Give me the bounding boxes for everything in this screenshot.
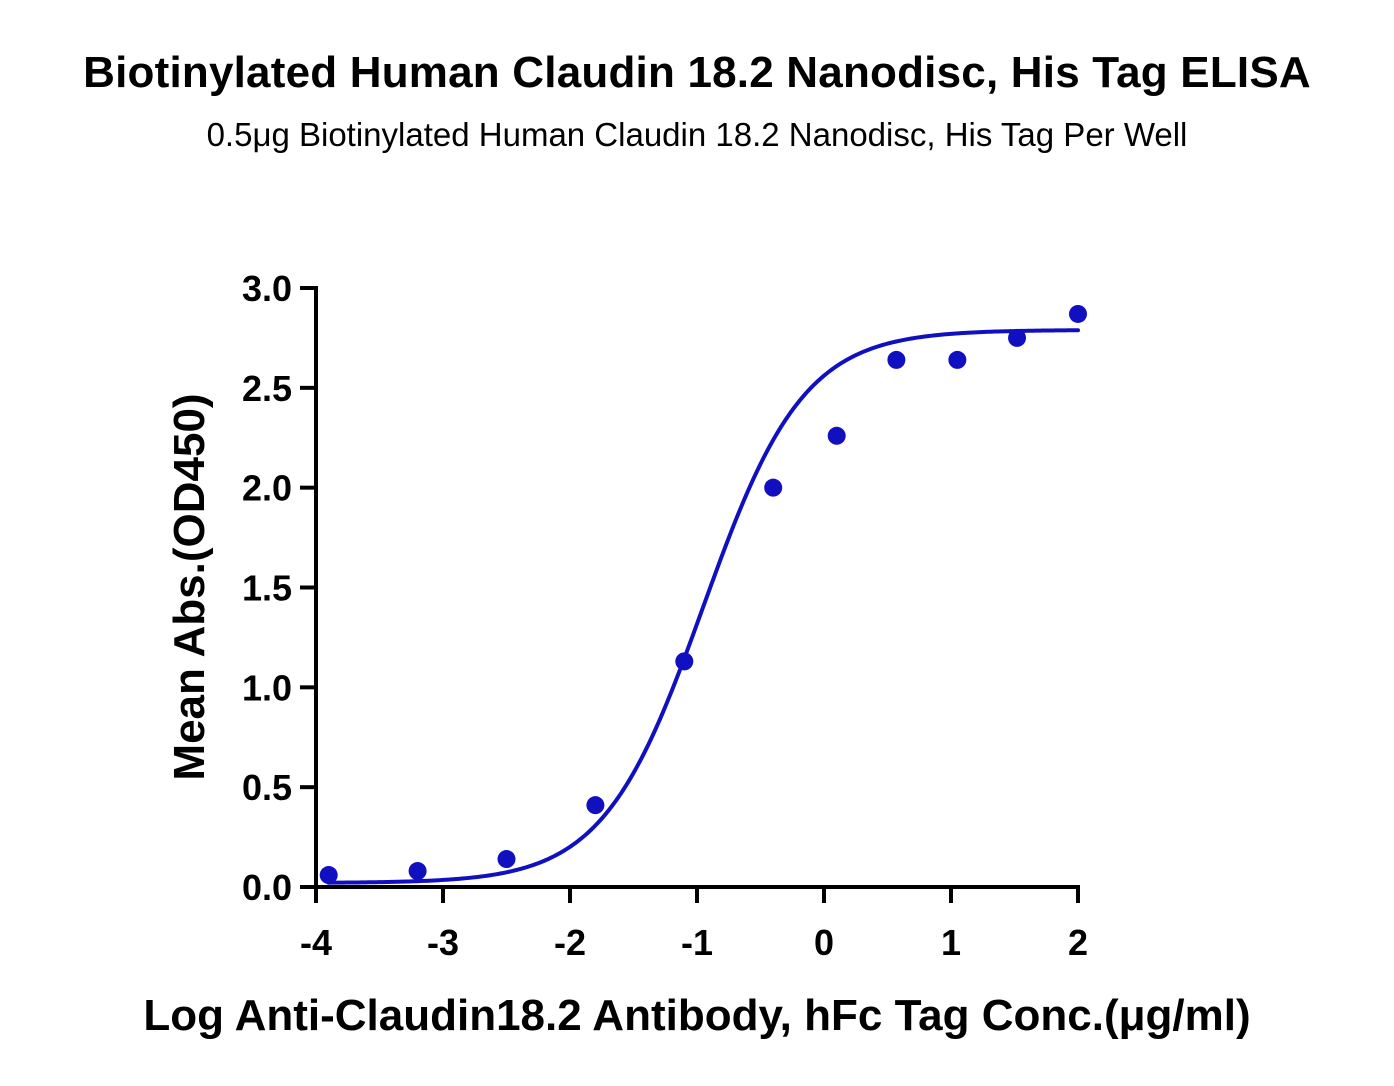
- data-point: [408, 862, 427, 881]
- fit-curve: [326, 328, 1080, 885]
- data-point: [319, 866, 338, 885]
- y-axis-label: Mean Abs.(OD450): [165, 393, 214, 780]
- y-tick-label: 0.0: [242, 867, 292, 908]
- y-tick-label: 2.5: [242, 368, 292, 409]
- data-point: [827, 426, 846, 445]
- y-tick-label: 3.0: [242, 268, 292, 309]
- x-tick-label: 1: [941, 922, 961, 963]
- y-tick-label: 1.0: [242, 667, 292, 708]
- chart-title: Biotinylated Human Claudin 18.2 Nanodisc…: [83, 48, 1311, 97]
- x-axis-label: Log Anti-Claudin18.2 Antibody, hFc Tag C…: [143, 991, 1250, 1040]
- data-point: [887, 350, 906, 369]
- x-tick-label: 0: [814, 922, 834, 963]
- x-tick-label: -1: [681, 922, 713, 963]
- y-tick-label: 0.5: [242, 767, 292, 808]
- x-tick-label: -3: [427, 922, 459, 963]
- data-point: [1069, 304, 1087, 323]
- y-tick-label: 2.0: [242, 468, 292, 509]
- x-tick-label: 2: [1068, 922, 1088, 963]
- data-point: [675, 652, 694, 671]
- data-point: [764, 478, 783, 497]
- chart-subtitle: 0.5μg Biotinylated Human Claudin 18.2 Na…: [206, 116, 1188, 153]
- data-point: [497, 850, 516, 869]
- data-point: [586, 796, 605, 815]
- y-tick-label: 1.5: [242, 568, 292, 609]
- data-point: [1008, 328, 1027, 347]
- x-tick-label: -2: [554, 922, 586, 963]
- data-point: [948, 350, 967, 369]
- x-tick-label: -4: [300, 922, 332, 963]
